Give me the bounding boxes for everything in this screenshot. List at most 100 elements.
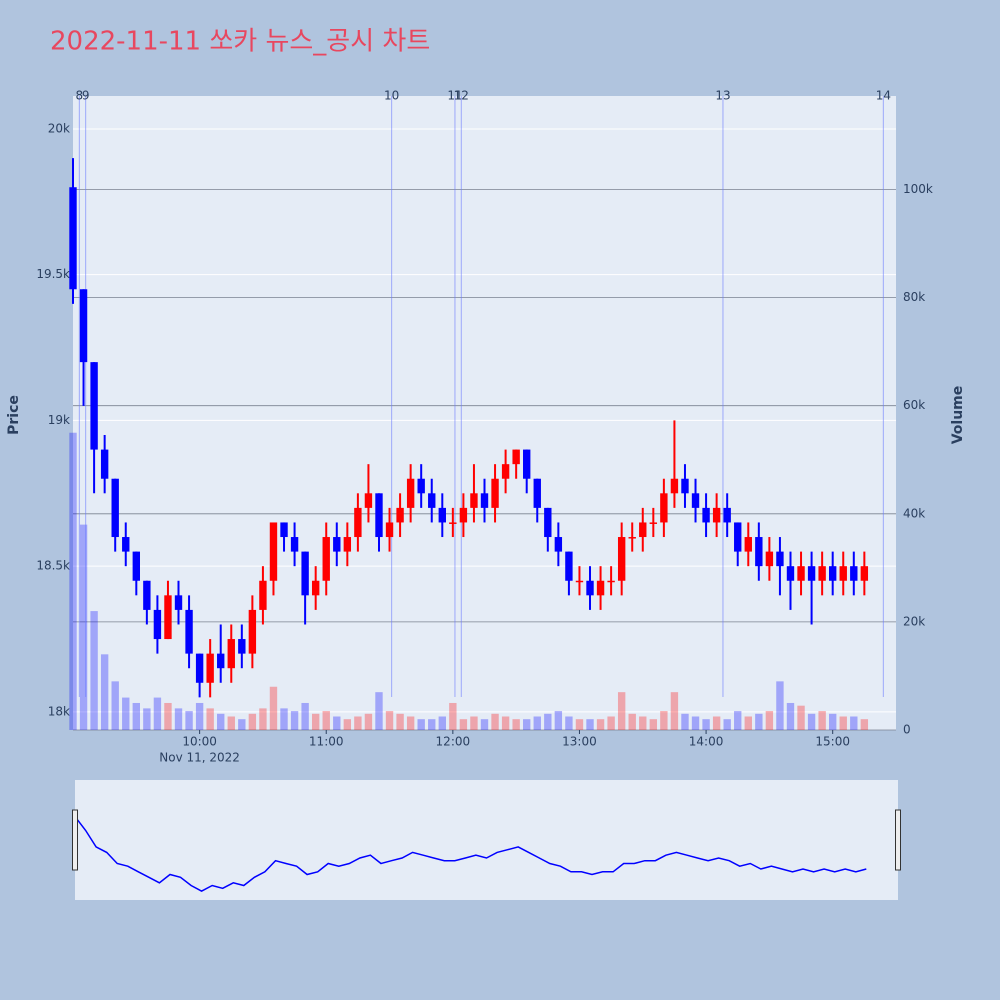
volume-bar [185, 711, 193, 730]
volume-bar [512, 719, 520, 730]
y2-tick-label: 20k [903, 614, 925, 628]
volume-bar [259, 708, 267, 730]
volume-bar [765, 711, 774, 730]
candle-body [217, 653, 225, 669]
news-label: 13 [715, 89, 730, 103]
candle-body [459, 507, 468, 523]
x-tick-date: Nov 11, 2022 [159, 751, 240, 765]
candle-body [164, 595, 172, 640]
news-label: 11 [447, 89, 462, 103]
news-label: 14 [876, 89, 891, 103]
volume-bar [100, 654, 109, 730]
volume-bar [164, 702, 172, 730]
volume-bar [280, 708, 288, 730]
candle-body [554, 537, 563, 552]
volume-bar [290, 711, 299, 730]
volume-bar [681, 713, 689, 730]
candle-body [428, 493, 436, 508]
candle-body [691, 493, 700, 508]
candle-body [100, 449, 109, 479]
volume-bar [596, 719, 605, 730]
candle-body [238, 639, 246, 654]
volume-bar [132, 702, 141, 730]
candle-body [839, 566, 847, 581]
slider-line [74, 816, 867, 892]
volume-bar [90, 611, 98, 730]
volume-bar [691, 716, 700, 730]
volume-bar [575, 719, 584, 730]
news-label: 10 [384, 89, 399, 103]
candle-body [132, 551, 141, 581]
volume-bar [702, 719, 710, 730]
candle-body [185, 609, 193, 654]
x-tick-label: 11:00 [309, 735, 344, 749]
y2-tick-label: 80k [903, 290, 925, 304]
volume-bar [776, 681, 784, 730]
volume-bar [301, 702, 309, 730]
slider-handle[interactable] [72, 809, 78, 871]
candle-body [438, 507, 446, 523]
y2-axis-title: Volume [950, 386, 966, 445]
volume-bar [586, 719, 594, 730]
candle-body [533, 478, 541, 508]
candle-body [195, 653, 204, 683]
volume-bar [850, 716, 858, 730]
y2-tick-label: 0 [903, 723, 911, 737]
y-axis-title: Price [6, 395, 22, 435]
y-tick-label: 18.5k [36, 559, 70, 573]
candle-body [449, 522, 457, 524]
volume-bar [491, 713, 499, 730]
y-tick-label: 19.5k [36, 267, 70, 281]
volume-bar [438, 716, 446, 730]
candle-body [744, 537, 752, 552]
candle-body [111, 478, 119, 538]
volume-bar [544, 713, 552, 730]
candle-body [343, 537, 352, 552]
x-tick-label: 10:00 [182, 735, 217, 749]
y2-tick-label: 60k [903, 398, 925, 412]
candle-body [143, 580, 151, 610]
volume-bar [712, 716, 721, 730]
candle-body [818, 566, 826, 581]
volume-bar [617, 692, 626, 730]
range-slider[interactable] [75, 780, 898, 900]
candle-body [765, 551, 774, 567]
volume-bar [79, 524, 88, 730]
volume-bar [449, 702, 457, 730]
candle-body [311, 580, 320, 596]
candle-body [807, 566, 816, 581]
volume-bar [111, 681, 119, 730]
volume-bar [670, 692, 679, 730]
volume-bar [786, 702, 795, 730]
candle-body [786, 566, 795, 581]
volume-bar [723, 719, 731, 730]
candle-body [280, 522, 288, 538]
volume-bar [755, 713, 763, 730]
volume-bar [195, 702, 204, 730]
volume-bar [744, 716, 752, 730]
volume-bar [649, 719, 658, 730]
candle-body [734, 522, 742, 552]
plot-area [73, 96, 896, 730]
volume-bar [375, 692, 383, 730]
volume-bar [248, 713, 257, 730]
x-tick-label: 15:00 [815, 735, 850, 749]
candle-body [755, 537, 763, 567]
volume-bar [459, 719, 468, 730]
candle-body [501, 464, 510, 479]
candle-body [227, 639, 235, 669]
candle-body [660, 493, 668, 523]
candle-body [259, 580, 267, 610]
candle-body [565, 551, 573, 581]
candle-body [269, 522, 278, 581]
candle-body [860, 566, 869, 581]
volume-bar [470, 716, 478, 730]
candle-body [523, 449, 531, 479]
candle-body [828, 566, 837, 581]
candle-body [354, 507, 362, 538]
candle-body [79, 289, 88, 363]
slider-handle[interactable] [895, 809, 901, 871]
volume-bar [818, 711, 826, 730]
volume-bar [734, 711, 742, 730]
volume-bar [122, 697, 130, 730]
